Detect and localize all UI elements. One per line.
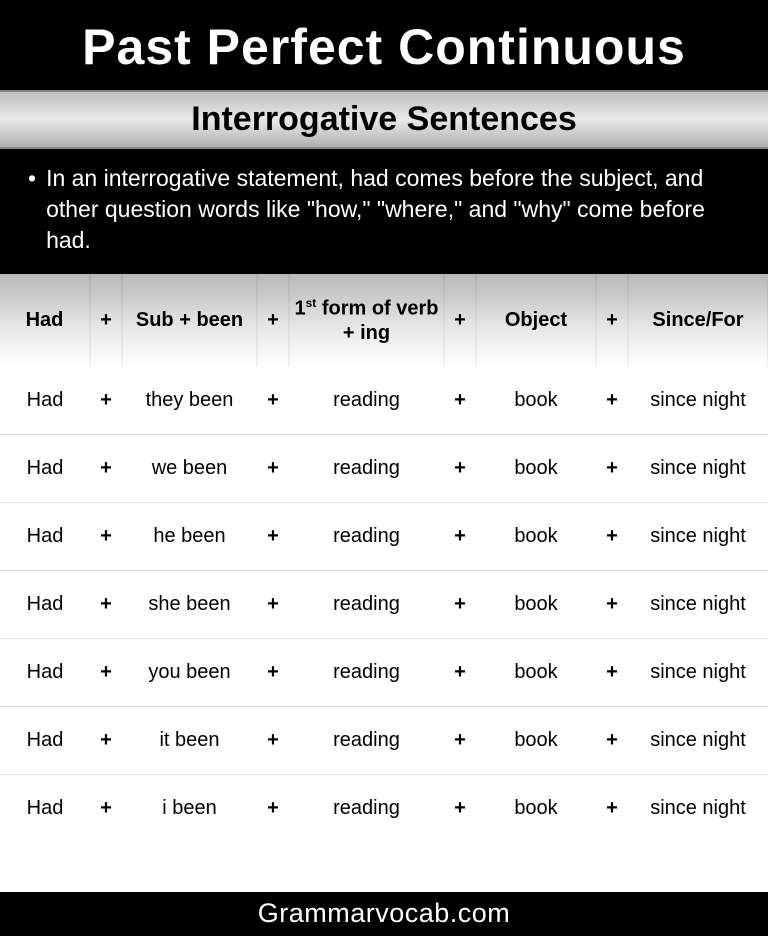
cell-plus: + bbox=[596, 367, 628, 435]
cell-verb: reading bbox=[289, 570, 444, 638]
cell-subject: they been bbox=[122, 367, 257, 435]
cell-plus: + bbox=[596, 434, 628, 502]
cell-verb: reading bbox=[289, 502, 444, 570]
cell-had: Had bbox=[0, 570, 90, 638]
cell-verb: reading bbox=[289, 434, 444, 502]
cell-plus: + bbox=[90, 774, 122, 842]
cell-object: book bbox=[476, 638, 596, 706]
cell-plus: + bbox=[444, 434, 476, 502]
cell-object: book bbox=[476, 502, 596, 570]
table-header-row: Had + Sub + been + 1st form of verb + in… bbox=[0, 274, 768, 367]
col-header-plus: + bbox=[90, 274, 122, 367]
cell-since: since night bbox=[628, 774, 768, 842]
page-subtitle: Interrogative Sentences bbox=[0, 100, 768, 139]
col-header-verb: 1st form of verb + ing bbox=[289, 274, 444, 367]
cell-plus: + bbox=[596, 570, 628, 638]
cell-verb: reading bbox=[289, 367, 444, 435]
cell-plus: + bbox=[444, 367, 476, 435]
cell-since: since night bbox=[628, 434, 768, 502]
table-row: Had + it been + reading + book + since n… bbox=[0, 706, 768, 774]
cell-object: book bbox=[476, 570, 596, 638]
cell-plus: + bbox=[257, 367, 289, 435]
table-row: Had + you been + reading + book + since … bbox=[0, 638, 768, 706]
cell-plus: + bbox=[90, 367, 122, 435]
cell-subject: you been bbox=[122, 638, 257, 706]
cell-plus: + bbox=[90, 434, 122, 502]
cell-plus: + bbox=[596, 638, 628, 706]
cell-plus: + bbox=[596, 706, 628, 774]
cell-plus: + bbox=[444, 774, 476, 842]
cell-plus: + bbox=[90, 638, 122, 706]
title-bar: Past Perfect Continuous bbox=[0, 0, 768, 90]
page-container: Past Perfect Continuous Interrogative Se… bbox=[0, 0, 768, 936]
cell-subject: i been bbox=[122, 774, 257, 842]
subtitle-bar: Interrogative Sentences bbox=[0, 90, 768, 149]
cell-plus: + bbox=[90, 706, 122, 774]
col-header-plus: + bbox=[444, 274, 476, 367]
cell-had: Had bbox=[0, 502, 90, 570]
cell-object: book bbox=[476, 367, 596, 435]
cell-had: Had bbox=[0, 774, 90, 842]
cell-since: since night bbox=[628, 502, 768, 570]
description-bullet: • In an interrogative statement, had com… bbox=[28, 163, 740, 256]
col-header-plus: + bbox=[257, 274, 289, 367]
cell-plus: + bbox=[90, 502, 122, 570]
cell-object: book bbox=[476, 706, 596, 774]
cell-verb: reading bbox=[289, 774, 444, 842]
footer-text: Grammarvocab.com bbox=[258, 898, 511, 928]
cell-had: Had bbox=[0, 367, 90, 435]
cell-had: Had bbox=[0, 706, 90, 774]
cell-plus: + bbox=[257, 434, 289, 502]
cell-since: since night bbox=[628, 638, 768, 706]
col-header-subject: Sub + been bbox=[122, 274, 257, 367]
table-body: Had + they been + reading + book + since… bbox=[0, 367, 768, 842]
table-row: Had + we been + reading + book + since n… bbox=[0, 434, 768, 502]
cell-subject: we been bbox=[122, 434, 257, 502]
description-bar: • In an interrogative statement, had com… bbox=[0, 149, 768, 274]
description-text: In an interrogative statement, had comes… bbox=[46, 163, 740, 256]
table-row: Had + i been + reading + book + since ni… bbox=[0, 774, 768, 842]
cell-plus: + bbox=[444, 570, 476, 638]
page-title: Past Perfect Continuous bbox=[10, 18, 758, 76]
col-header-object: Object bbox=[476, 274, 596, 367]
table-row: Had + they been + reading + book + since… bbox=[0, 367, 768, 435]
cell-plus: + bbox=[596, 502, 628, 570]
cell-plus: + bbox=[257, 638, 289, 706]
cell-plus: + bbox=[257, 502, 289, 570]
cell-plus: + bbox=[257, 774, 289, 842]
cell-plus: + bbox=[444, 706, 476, 774]
footer-bar: Grammarvocab.com bbox=[0, 892, 768, 936]
bullet-icon: • bbox=[28, 163, 36, 256]
cell-plus: + bbox=[90, 570, 122, 638]
cell-verb: reading bbox=[289, 638, 444, 706]
cell-since: since night bbox=[628, 706, 768, 774]
cell-since: since night bbox=[628, 367, 768, 435]
cell-verb: reading bbox=[289, 706, 444, 774]
cell-plus: + bbox=[257, 706, 289, 774]
col-header-plus: + bbox=[596, 274, 628, 367]
table-row: Had + he been + reading + book + since n… bbox=[0, 502, 768, 570]
formula-table-wrap: Had + Sub + been + 1st form of verb + in… bbox=[0, 274, 768, 892]
cell-subject: it been bbox=[122, 706, 257, 774]
cell-had: Had bbox=[0, 638, 90, 706]
cell-had: Had bbox=[0, 434, 90, 502]
cell-subject: he been bbox=[122, 502, 257, 570]
cell-plus: + bbox=[444, 638, 476, 706]
formula-table: Had + Sub + been + 1st form of verb + in… bbox=[0, 274, 768, 842]
col-header-had: Had bbox=[0, 274, 90, 367]
cell-plus: + bbox=[257, 570, 289, 638]
cell-since: since night bbox=[628, 570, 768, 638]
col-header-since: Since/For bbox=[628, 274, 768, 367]
cell-plus: + bbox=[444, 502, 476, 570]
cell-object: book bbox=[476, 434, 596, 502]
cell-subject: she been bbox=[122, 570, 257, 638]
cell-object: book bbox=[476, 774, 596, 842]
cell-plus: + bbox=[596, 774, 628, 842]
table-row: Had + she been + reading + book + since … bbox=[0, 570, 768, 638]
